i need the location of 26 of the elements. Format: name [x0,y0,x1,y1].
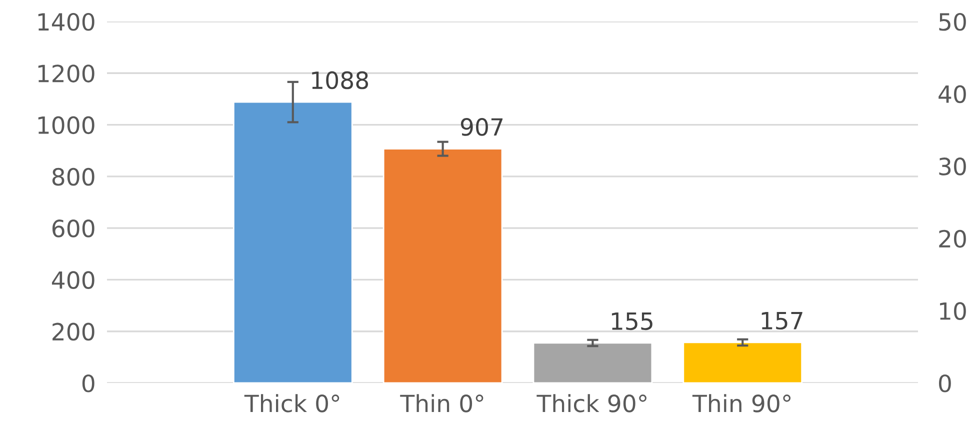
bar [382,148,503,383]
x-tick-label: Thin 0° [400,394,484,412]
data-label: 155 [612,312,652,330]
y2-tick-label: 10 [940,302,966,320]
y2-tick-label: 0 [939,374,951,392]
y-tick-label: 1000 [38,116,94,134]
data-label: 157 [762,312,802,330]
x-tick-label: Thick 0° [244,394,340,412]
x-tick-label: Thin 90° [692,394,790,412]
bar [682,342,803,383]
bar [532,342,653,383]
bar [232,101,353,383]
y-tick-label: 400 [52,271,94,290]
data-label: 907 [460,118,503,136]
data-label: 1088 [312,71,368,90]
y2-tick-label: 50 [939,12,966,31]
y2-tick-label: 20 [939,230,966,248]
y-tick-label: 1400 [38,12,94,31]
y-tick-label: 1200 [38,64,94,82]
y-tick-label: 600 [52,220,94,238]
y-tick-label: 800 [52,168,94,186]
y-tick-label: 200 [52,322,94,341]
y-tick-label: 0 [82,374,94,392]
y2-tick-label: 30 [939,158,966,176]
y2-tick-label: 40 [938,85,966,104]
x-tick-label: Thick 90° [536,394,646,412]
